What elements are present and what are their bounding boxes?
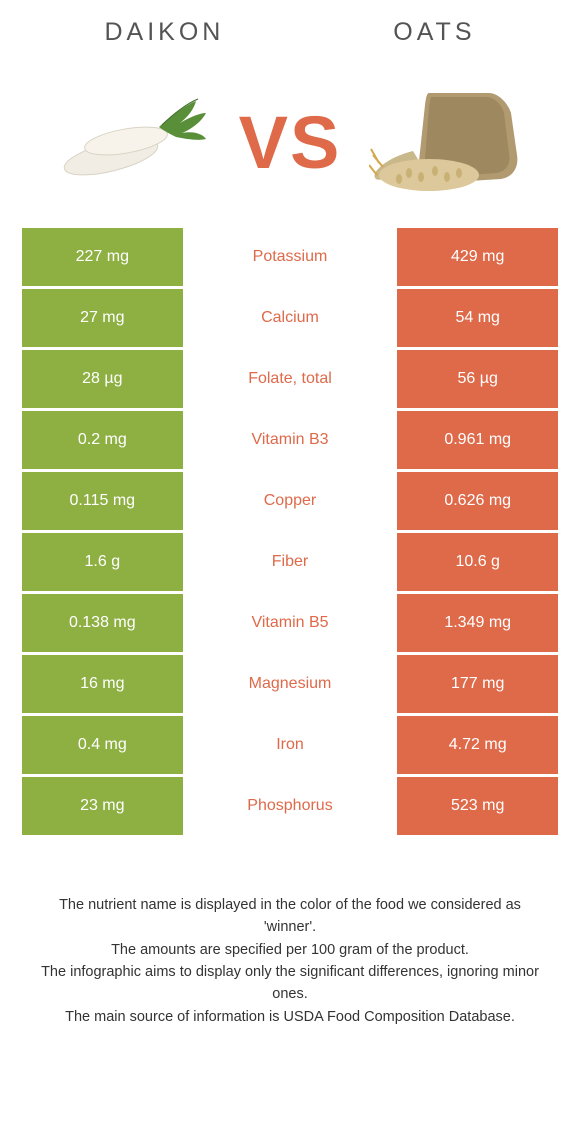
nutrient-table: 227 mgPotassium429 mg27 mgCalcium54 mg28…	[0, 228, 580, 835]
right-value-cell: 177 mg	[397, 655, 558, 713]
left-value-cell: 28 µg	[22, 350, 183, 408]
left-value-cell: 23 mg	[22, 777, 183, 835]
footer-line-3: The infographic aims to display only the…	[34, 962, 546, 1006]
table-row: 1.6 gFiber10.6 g	[22, 533, 558, 591]
right-value-cell: 429 mg	[397, 228, 558, 286]
nutrient-label-cell: Phosphorus	[186, 777, 395, 835]
nutrient-label-cell: Calcium	[186, 289, 395, 347]
table-row: 0.2 mgVitamin B30.961 mg	[22, 411, 558, 469]
table-row: 0.138 mgVitamin B51.349 mg	[22, 594, 558, 652]
left-value-cell: 0.138 mg	[22, 594, 183, 652]
right-food-title: OATS	[393, 18, 475, 47]
footer-line-2: The amounts are specified per 100 gram o…	[34, 940, 546, 962]
footer-line-4: The main source of information is USDA F…	[34, 1007, 546, 1029]
table-row: 227 mgPotassium429 mg	[22, 228, 558, 286]
left-food-title: DAIKON	[104, 18, 224, 47]
nutrient-label-cell: Iron	[186, 716, 395, 774]
table-row: 23 mgPhosphorus523 mg	[22, 777, 558, 835]
right-value-cell: 1.349 mg	[397, 594, 558, 652]
nutrient-label-cell: Potassium	[186, 228, 395, 286]
left-value-cell: 27 mg	[22, 289, 183, 347]
table-row: 0.4 mgIron4.72 mg	[22, 716, 558, 774]
vs-section: VS	[0, 55, 580, 228]
right-value-cell: 4.72 mg	[397, 716, 558, 774]
footer-notes: The nutrient name is displayed in the co…	[0, 835, 580, 1054]
left-value-cell: 0.2 mg	[22, 411, 183, 469]
left-value-cell: 227 mg	[22, 228, 183, 286]
nutrient-label-cell: Folate, total	[186, 350, 395, 408]
left-value-cell: 16 mg	[22, 655, 183, 713]
left-value-cell: 0.4 mg	[22, 716, 183, 774]
right-value-cell: 56 µg	[397, 350, 558, 408]
left-value-cell: 1.6 g	[22, 533, 183, 591]
nutrient-label-cell: Vitamin B5	[186, 594, 395, 652]
nutrient-label-cell: Magnesium	[186, 655, 395, 713]
right-value-cell: 0.961 mg	[397, 411, 558, 469]
oats-icon	[369, 85, 524, 200]
table-row: 28 µgFolate, total56 µg	[22, 350, 558, 408]
right-value-cell: 54 mg	[397, 289, 558, 347]
vs-label: VS	[239, 100, 342, 185]
header-row: DAIKON OATS	[0, 0, 580, 55]
footer-line-1: The nutrient name is displayed in the co…	[34, 895, 546, 939]
right-value-cell: 523 mg	[397, 777, 558, 835]
right-value-cell: 10.6 g	[397, 533, 558, 591]
nutrient-label-cell: Copper	[186, 472, 395, 530]
table-row: 16 mgMagnesium177 mg	[22, 655, 558, 713]
table-row: 27 mgCalcium54 mg	[22, 289, 558, 347]
nutrient-label-cell: Vitamin B3	[186, 411, 395, 469]
left-value-cell: 0.115 mg	[22, 472, 183, 530]
nutrient-label-cell: Fiber	[186, 533, 395, 591]
table-row: 0.115 mgCopper0.626 mg	[22, 472, 558, 530]
right-value-cell: 0.626 mg	[397, 472, 558, 530]
daikon-icon	[56, 85, 211, 200]
